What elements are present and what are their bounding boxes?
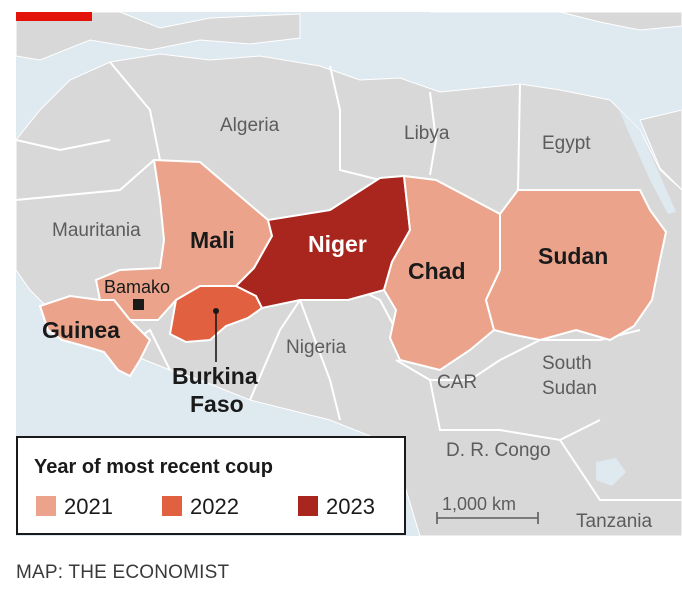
label-car: CAR — [437, 372, 477, 393]
label-bamako: Bamako — [104, 277, 170, 297]
label-mali: Mali — [190, 227, 235, 253]
europe-land — [16, 12, 301, 61]
label-niger: Niger — [308, 231, 367, 257]
arabia-land — [639, 109, 682, 191]
africa-map: Algeria Libya Egypt Mauritania Nigeria C… — [16, 12, 682, 536]
legend-label-2023: 2023 — [326, 494, 375, 519]
country-sudan — [484, 189, 668, 342]
legend: Year of most recent coup 2021 2022 2023 — [16, 436, 406, 535]
scale-bar — [436, 512, 539, 524]
legend-swatch-2021 — [36, 496, 56, 516]
legend-label-2021: 2021 — [64, 494, 113, 519]
source-credit: MAP: THE ECONOMIST — [16, 562, 230, 583]
europe-land-east — [430, 12, 682, 31]
label-south-sudan-2: Sudan — [542, 378, 597, 399]
legend-swatch-2022 — [162, 496, 182, 516]
label-sudan: Sudan — [538, 243, 608, 269]
map-frame: Algeria Libya Egypt Mauritania Nigeria C… — [16, 12, 682, 536]
brand-accent-bar — [16, 12, 92, 21]
label-mauritania: Mauritania — [52, 220, 141, 241]
label-south-sudan-1: South — [542, 353, 592, 374]
label-egypt: Egypt — [542, 133, 591, 154]
bamako-marker — [133, 299, 144, 310]
label-burkina-1: Burkina — [172, 363, 258, 389]
legend-label-2022: 2022 — [190, 494, 239, 519]
label-libya: Libya — [404, 123, 450, 144]
label-chad: Chad — [408, 258, 466, 284]
label-burkina-2: Faso — [190, 391, 244, 417]
label-tanzania: Tanzania — [576, 511, 652, 532]
legend-title: Year of most recent coup — [34, 456, 273, 478]
label-guinea: Guinea — [42, 317, 120, 343]
red-sea — [618, 108, 676, 214]
label-algeria: Algeria — [220, 115, 280, 136]
label-nigeria: Nigeria — [286, 337, 347, 358]
country-niger — [234, 174, 412, 310]
lake-victoria — [596, 458, 626, 486]
scale-label: 1,000 km — [442, 494, 516, 514]
label-dr-congo: D. R. Congo — [446, 440, 551, 461]
legend-swatch-2023 — [298, 496, 318, 516]
country-guinea — [38, 294, 152, 378]
